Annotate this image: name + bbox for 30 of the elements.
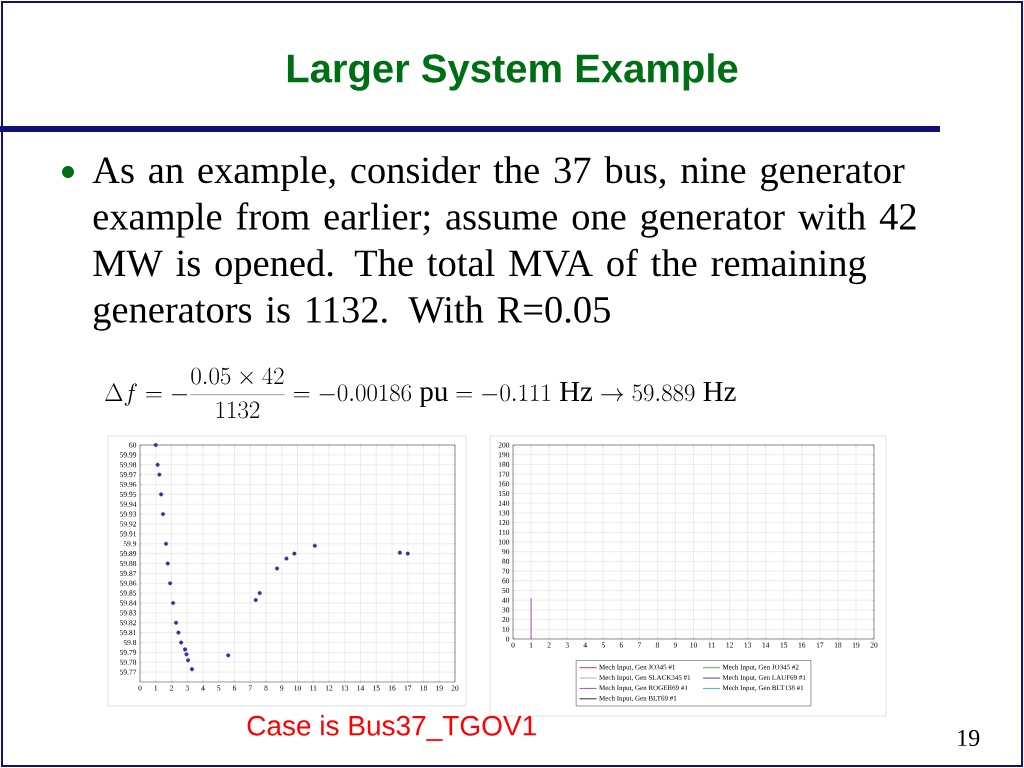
point [397,550,402,555]
point [176,630,181,635]
point [405,551,410,556]
point [168,581,173,586]
text: As an example, consider the 37 bus, nine generator example from earlier; assume one generator with 42 MW is opened. The total MVA of the remaining generators is 1132. With R=0.05 [92,156,916,331]
point [163,541,168,546]
point [157,472,162,477]
point [179,640,184,645]
point [312,543,317,548]
point [184,652,189,657]
point [183,647,188,652]
chart-title: Larger System Example [287,53,738,91]
point [275,566,280,571]
point [253,598,258,603]
point [155,462,160,467]
point [171,601,176,605]
point [186,658,191,663]
point [165,561,170,566]
point [284,556,289,561]
text: $\Delta f = -\frac{0.05\times 42}{1132} = -0.00186\ \mathrm{pu} = -0.111\ \mathrm{Hz} \to 59.889\ \mathrm{Hz}$ [105,367,736,419]
point [174,620,179,625]
point [226,653,231,658]
point [189,667,194,672]
point [161,512,165,517]
point [257,591,262,596]
text: Case is Bus37_TGOV1 [247,715,536,741]
point [153,443,158,447]
text: 19 [958,729,980,747]
point [159,492,164,497]
point [292,551,297,556]
